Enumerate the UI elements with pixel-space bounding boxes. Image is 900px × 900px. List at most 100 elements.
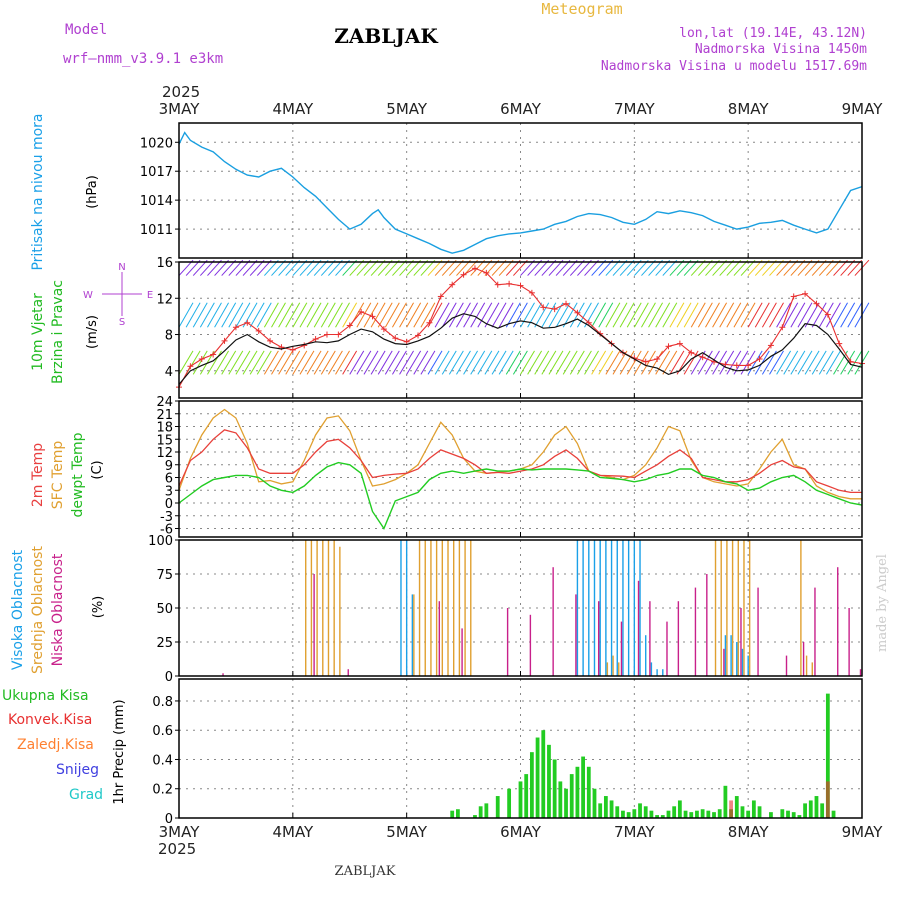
- top-tick-label: 9MAY: [842, 100, 884, 118]
- wind-direction-barb: [377, 302, 393, 328]
- wind-direction-barb: [413, 350, 429, 375]
- temp-title-sfc: SFC Temp: [50, 441, 66, 510]
- station-title: ZABLJAK: [334, 24, 438, 48]
- wind-direction-barb: [697, 302, 713, 328]
- wind-direction-barb: [207, 259, 222, 276]
- wind-direction-barb: [278, 302, 294, 328]
- wind-direction-barb: [726, 302, 742, 328]
- precip-bar: [700, 809, 705, 818]
- wind-direction-barb: [598, 350, 614, 375]
- wind-direction-barb: [847, 259, 863, 276]
- wind-direction-barb: [256, 259, 272, 276]
- wind-direction-barb: [420, 259, 436, 276]
- wind-direction-barb: [313, 302, 329, 328]
- precip-unit: 1hr Precip (mm): [112, 699, 127, 804]
- wind-direction-barb: [633, 259, 649, 276]
- wind-direction-barb: [356, 302, 372, 328]
- precip-bar: [450, 810, 455, 818]
- wind-direction-barb: [313, 350, 329, 375]
- bottom-tick-label: 3MAY: [159, 823, 201, 841]
- pressure-panel-titles: Pritisak na nivou mora (hPa): [30, 113, 100, 270]
- precip-bar: [695, 810, 699, 818]
- y-tick-label: 8: [165, 329, 173, 344]
- wind-direction-barb: [576, 302, 592, 328]
- wind-direction-barb: [783, 350, 799, 375]
- wind-direction-barb: [328, 259, 343, 276]
- wind-direction-barb: [285, 259, 301, 276]
- wind-direction-barb: [320, 259, 336, 276]
- wind-direction-barb: [641, 350, 656, 375]
- y-tick-label: 50: [156, 602, 173, 617]
- wind-direction-barb: [221, 259, 237, 276]
- y-tick-label: 1020: [140, 136, 173, 151]
- precip-bar: [569, 774, 574, 818]
- y-tick-label: 100: [148, 534, 173, 549]
- wind-direction-barb: [491, 302, 507, 328]
- legend-freezing-rain: Zaledj.Kisa: [17, 737, 94, 753]
- wind-direction-barb: [619, 302, 635, 328]
- wind-direction-barb: [427, 350, 443, 375]
- wind-direction-barb: [434, 302, 450, 328]
- wind-direction-barb: [214, 302, 230, 328]
- wind-direction-barb: [263, 350, 279, 375]
- wind-direction-barb: [214, 350, 230, 375]
- wind-direction-barb: [356, 259, 372, 276]
- wind-direction-barb: [612, 350, 628, 375]
- year-label-bottom: 2025: [158, 840, 196, 858]
- wind-direction-barb: [406, 302, 422, 328]
- wind-direction-barb: [633, 302, 649, 328]
- top-tick-label: 3MAY: [159, 100, 201, 118]
- wind-direction-barb: [207, 350, 222, 375]
- wind-direction-barb: [377, 259, 393, 276]
- legend-total-rain: Ukupna Kisa: [2, 688, 89, 704]
- temp-title-dewpt: dewpt Temp: [70, 432, 86, 517]
- station-coords: lon,lat (19.14E, 43.12N): [679, 26, 867, 41]
- precip-bar: [575, 766, 580, 818]
- wind-direction-barb: [406, 259, 422, 276]
- year-label-top: 2025: [162, 83, 200, 101]
- wind-direction-barb: [434, 259, 450, 276]
- wind-direction-barb: [292, 302, 308, 328]
- precip-bar: [558, 781, 563, 818]
- precip-bar: [598, 803, 603, 818]
- precip-bar: [478, 806, 483, 818]
- signature-watermark: made by Angel: [875, 554, 890, 652]
- bottom-tick-label: 6MAY: [500, 823, 542, 841]
- panel-frame: [178, 261, 863, 399]
- wind-direction-barb: [833, 259, 848, 276]
- wind-direction-barb: [271, 259, 286, 276]
- y-tick-label: 0: [165, 670, 173, 685]
- precip-bar: [524, 774, 529, 818]
- wind-direction-barb: [192, 259, 208, 276]
- precip-bar: [564, 788, 568, 818]
- wind-direction-barb: [719, 302, 735, 328]
- y-tick-label: 4: [165, 365, 173, 380]
- wind-direction-barb: [818, 259, 834, 276]
- model-label: Model: [65, 22, 107, 38]
- wind-direction-barb: [655, 350, 671, 375]
- wind-direction-barb: [577, 259, 592, 276]
- wind-direction-barb: [235, 350, 251, 375]
- precip-bar: [495, 796, 500, 818]
- wind-direction-barb: [747, 259, 763, 276]
- wind-direction-barb: [448, 350, 464, 375]
- wind-direction-barb: [548, 350, 564, 375]
- pressure-panel: 1011 1014 1017 1020: [140, 122, 863, 259]
- wind-panel: 4 8 12 16: [156, 256, 870, 399]
- wind-direction-barb: [683, 302, 699, 328]
- top-tick-label: 8MAY: [728, 100, 770, 118]
- wind-direction-barb: [192, 350, 208, 375]
- wind-direction-barb: [320, 350, 336, 375]
- wind-direction-barb: [584, 259, 599, 276]
- wind-direction-barb: [249, 302, 265, 328]
- y-tick-label: 0.4: [152, 753, 173, 768]
- wind-direction-barb: [441, 259, 457, 276]
- wind-direction-barb: [726, 259, 742, 276]
- precip-bar: [649, 810, 654, 818]
- y-tick-label: 0.2: [152, 783, 173, 798]
- precip-bar: [581, 756, 586, 818]
- precip-bar: [786, 810, 790, 818]
- wind-direction-barb: [384, 302, 400, 328]
- y-tick-label: 0.6: [152, 724, 173, 739]
